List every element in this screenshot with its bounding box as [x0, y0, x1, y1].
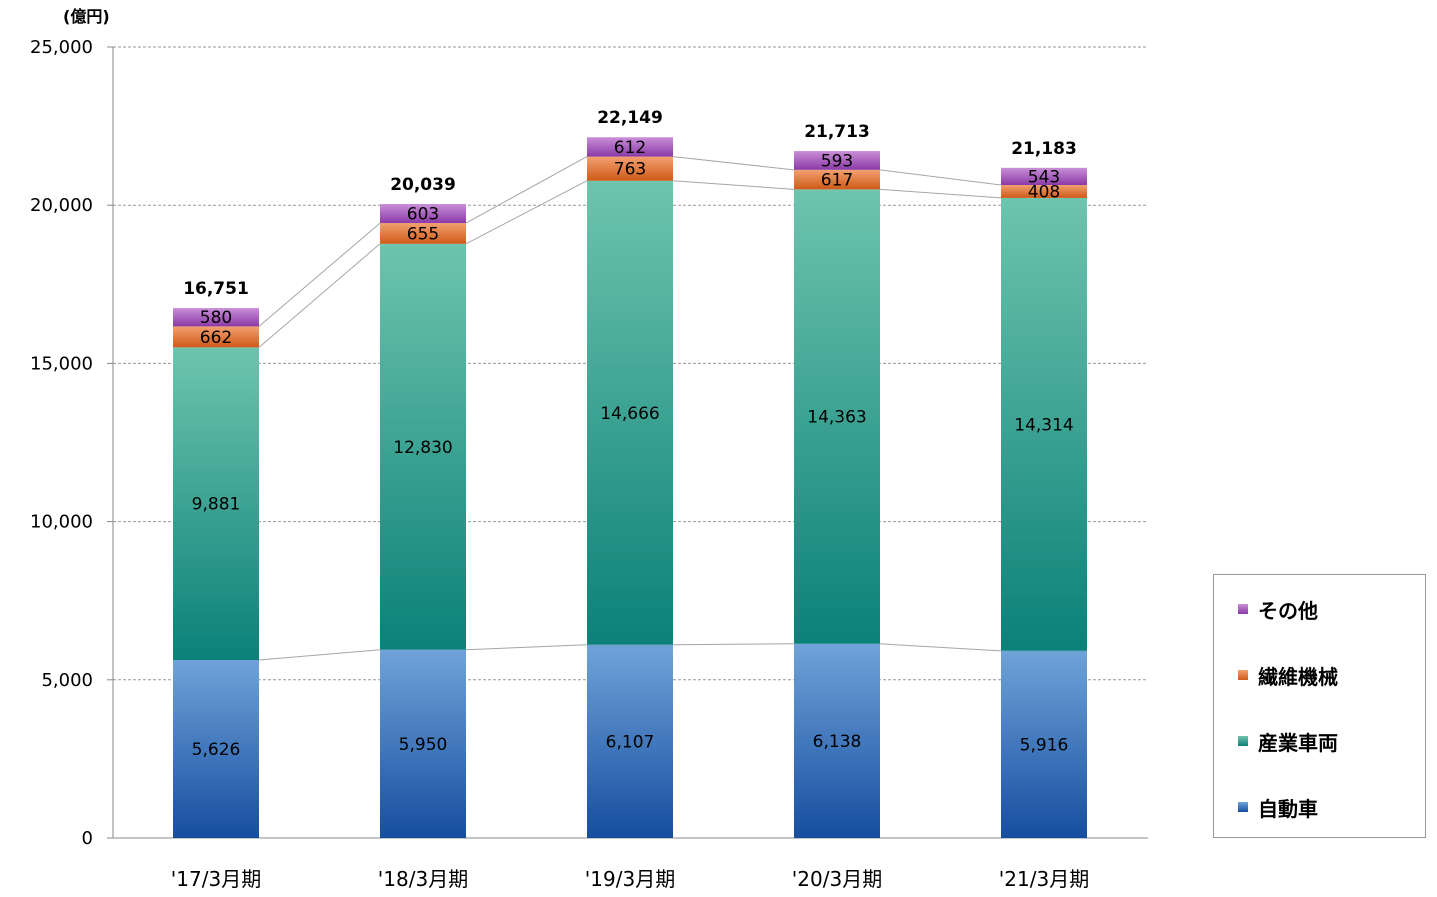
bar-segment — [1001, 197, 1087, 651]
series-connector-line — [258, 243, 381, 348]
bar-segment — [1001, 167, 1087, 186]
legend-label: その他 — [1258, 598, 1318, 623]
legend-item: 自動車 — [1238, 793, 1318, 821]
series-connector-line — [879, 643, 1002, 652]
bar-segment — [794, 643, 880, 838]
x-tick-label: '19/3月期 — [585, 867, 675, 891]
data-label: 14,363 — [807, 408, 866, 428]
legend-item: 繊維機械 — [1238, 661, 1338, 689]
x-tick-label: '20/3月期 — [792, 867, 882, 891]
bar-segment — [794, 189, 880, 644]
bar-segment — [1001, 650, 1087, 838]
data-label: 9,881 — [192, 495, 241, 515]
series-connector-line — [465, 644, 588, 651]
bar-segment — [380, 223, 466, 244]
x-tick-label: '17/3月期 — [171, 867, 261, 891]
y-tick-label: 15,000 — [30, 353, 93, 374]
data-label: 617 — [821, 171, 853, 191]
y-tick-label: 5,000 — [41, 670, 93, 691]
series-connector-line — [258, 649, 381, 661]
x-tick-label: '21/3月期 — [999, 867, 1089, 891]
legend-item: 産業車両 — [1238, 727, 1338, 755]
legend-label: 産業車両 — [1258, 730, 1338, 755]
data-label: 593 — [821, 151, 853, 171]
data-label: 603 — [407, 205, 439, 225]
y-tick-label: 20,000 — [30, 195, 93, 216]
series-connector-line — [672, 643, 795, 646]
data-label: 655 — [407, 224, 439, 244]
total-label: 22,149 — [597, 108, 663, 128]
data-label: 6,107 — [606, 732, 655, 752]
total-label: 16,751 — [183, 279, 249, 299]
bar-segment — [173, 326, 259, 348]
y-tick-label: 25,000 — [30, 37, 93, 58]
series-connector-line — [879, 169, 1002, 186]
series-connector-line — [465, 180, 588, 245]
bar-segment — [380, 243, 466, 650]
bar-segment — [794, 169, 880, 190]
data-label: 580 — [200, 308, 232, 328]
bar-segment — [173, 308, 259, 327]
series-connector-line — [672, 180, 795, 190]
bar-segment — [380, 649, 466, 838]
chart-legend: その他繊維機械産業車両自動車 — [1213, 574, 1426, 838]
legend-item: その他 — [1238, 595, 1318, 623]
unit-label: (億円) — [63, 7, 110, 26]
bar-segment — [587, 156, 673, 181]
bar-segment — [173, 347, 259, 660]
data-label: 662 — [200, 328, 232, 348]
data-label: 763 — [614, 160, 646, 180]
legend-label: 繊維機械 — [1258, 664, 1338, 689]
legend-swatch — [1238, 802, 1248, 812]
data-label: 612 — [614, 138, 646, 158]
total-label: 21,183 — [1011, 139, 1077, 159]
legend-swatch — [1238, 670, 1248, 680]
bar-segment — [380, 203, 466, 224]
data-label: 5,626 — [192, 740, 241, 760]
y-tick-label: 10,000 — [30, 512, 93, 533]
data-label: 5,916 — [1020, 735, 1069, 755]
total-label: 20,039 — [390, 175, 456, 195]
data-label: 12,830 — [393, 438, 452, 458]
data-label: 408 — [1028, 182, 1060, 202]
series-connector-line — [879, 188, 1002, 199]
x-tick-label: '18/3月期 — [378, 867, 468, 891]
data-label: 14,314 — [1014, 415, 1073, 435]
bar-segment — [794, 151, 880, 170]
data-label: 5,950 — [399, 735, 448, 755]
bar-segment — [173, 659, 259, 838]
bar-segment — [587, 180, 673, 645]
bar-segment — [587, 137, 673, 157]
series-connector-line — [258, 222, 381, 327]
series-connector-line — [465, 156, 588, 224]
data-label: 543 — [1028, 167, 1060, 187]
data-label: 6,138 — [813, 732, 862, 752]
legend-label: 自動車 — [1258, 796, 1318, 821]
legend-swatch — [1238, 604, 1248, 614]
y-tick-label: 0 — [82, 828, 93, 849]
legend-swatch — [1238, 736, 1248, 746]
bar-segment — [1001, 185, 1087, 198]
series-connector-line — [672, 156, 795, 171]
total-label: 21,713 — [804, 122, 870, 142]
data-label: 14,666 — [600, 404, 659, 424]
bar-segment — [587, 644, 673, 838]
